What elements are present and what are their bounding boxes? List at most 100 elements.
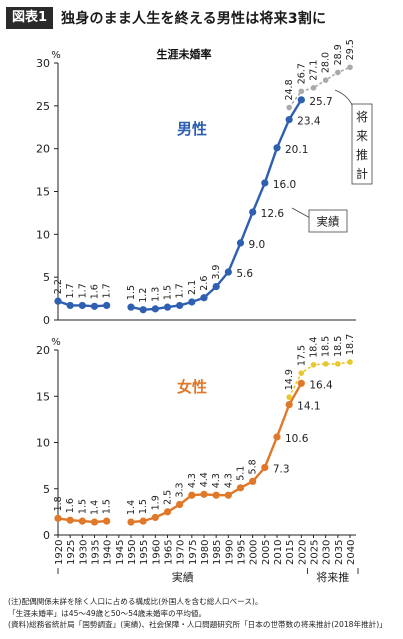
- actual-callout-box: [308, 209, 348, 233]
- female-value-label: 18.4: [309, 337, 320, 358]
- male-actual-point: [127, 303, 135, 311]
- x-tick-label: 1940: [103, 540, 114, 565]
- male-projection-point: [286, 104, 292, 111]
- male-actual-point: [261, 179, 269, 187]
- female-actual-point: [90, 518, 99, 526]
- female-y-tick-label: 15: [36, 390, 50, 403]
- male-value-label: 27.1: [309, 60, 320, 81]
- male-value-label: 2.2: [53, 279, 64, 294]
- female-value-label: 1.5: [77, 499, 88, 514]
- male-value-label: 29.5: [345, 39, 356, 60]
- female-value-label: 16.4: [309, 379, 333, 391]
- x-tick-label: 2010: [273, 540, 284, 565]
- female-actual-point: [297, 379, 305, 387]
- male-y-tick-label: 15: [36, 186, 50, 199]
- x-tick-label: 1970: [176, 540, 187, 565]
- female-projection-point: [310, 362, 317, 368]
- female-value-label: 2.5: [162, 490, 173, 505]
- figure-number-badge: 図表1: [6, 7, 54, 29]
- female-projection-point: [298, 370, 305, 376]
- female-y-unit: %: [51, 337, 61, 348]
- x-tick-label: 1955: [139, 540, 150, 565]
- female-value-label: 14.1: [297, 401, 320, 413]
- male-actual-point: [66, 301, 74, 310]
- x-tick-label: 1925: [66, 540, 77, 565]
- female-actual-point: [249, 477, 257, 485]
- female-projection-point: [347, 359, 353, 365]
- x-tick-label: 2035: [334, 540, 345, 565]
- male-projection-point: [310, 85, 317, 91]
- actual-callout-label: 実績: [317, 215, 340, 229]
- x-tick-label: 1965: [164, 540, 175, 565]
- male-actual-point: [78, 301, 86, 310]
- male-value-label: 1.7: [175, 283, 186, 298]
- female-value-label: 18.7: [345, 334, 356, 355]
- male-label-box: [164, 113, 220, 137]
- male-actual-point: [176, 301, 184, 310]
- male-value-label: 25.7: [309, 96, 332, 108]
- female-actual-point: [54, 514, 62, 522]
- male-value-label: 16.0: [273, 179, 296, 191]
- x-tick-label: 1935: [91, 540, 102, 565]
- female-actual-point: [176, 500, 184, 509]
- male-y-tick-label: 5: [43, 271, 50, 284]
- projection-callout-char: 推: [356, 148, 368, 162]
- female-value-label: 18.5: [333, 336, 344, 357]
- male-actual-point: [54, 297, 62, 305]
- female-label-box: [164, 371, 220, 395]
- female-actual-point: [285, 400, 293, 409]
- male-actual-point: [90, 302, 99, 310]
- x-tick-label: 2020: [297, 540, 308, 565]
- female-value-label: 3.3: [175, 482, 186, 497]
- projection-callout-box: [351, 103, 373, 185]
- male-value-label: 5.6: [236, 268, 253, 280]
- female-value-label: 1.9: [150, 495, 161, 510]
- x-tick-label: 1980: [200, 540, 211, 565]
- footnote-2: 「生涯未婚率」は45～49歳と50～54歳未婚率の平均値。: [8, 608, 207, 618]
- female-value-label: 5.1: [236, 466, 247, 481]
- projection-callout-char: 来: [356, 129, 368, 143]
- female-actual-point: [151, 513, 159, 522]
- male-actual-point: [273, 144, 281, 152]
- female-projection-point: [286, 394, 292, 400]
- chart-title: 生涯未婚率: [157, 47, 212, 61]
- male-value-label: 28.0: [321, 52, 332, 73]
- female-actual-point: [261, 463, 269, 472]
- x-tick-label: 2030: [322, 540, 333, 565]
- female-y-tick-label: 0: [43, 529, 50, 542]
- female-actual-point: [212, 491, 220, 499]
- female-projection-point: [322, 361, 329, 367]
- female-value-label: 14.9: [284, 369, 295, 390]
- x-tick-label: 2015: [285, 540, 296, 565]
- male-value-label: 2.6: [199, 276, 210, 291]
- male-actual-point: [139, 306, 147, 314]
- x-tick-label: 1985: [212, 540, 223, 565]
- female-value-label: 1.6: [65, 498, 76, 513]
- female-actual-point: [78, 517, 86, 525]
- male-actual-point: [224, 268, 232, 276]
- x-tick-label: 1990: [224, 540, 235, 565]
- female-actual-point: [236, 484, 245, 492]
- male-value-label: 26.7: [296, 63, 307, 84]
- male-value-label: 23.4: [297, 116, 321, 128]
- male-value-label: 9.0: [249, 239, 266, 251]
- projection-callout-char: 将: [356, 110, 368, 124]
- male-value-label: 1.5: [163, 285, 174, 300]
- female-actual-point: [103, 517, 111, 525]
- x-tick-label: 1945: [115, 540, 126, 565]
- male-projection-point: [335, 69, 341, 76]
- figure-title: 独身のまま人生を終える男性は将来3割に: [61, 11, 327, 27]
- female-y-tick-label: 20: [36, 344, 50, 357]
- male-actual-point: [249, 208, 257, 216]
- female-value-label: 1.5: [138, 499, 149, 514]
- male-value-label: 1.2: [138, 288, 149, 303]
- female-actual-point: [224, 491, 232, 499]
- female-value-label: 1.8: [53, 496, 64, 511]
- male-actual-point: [151, 305, 159, 313]
- female-value-label: 4.3: [211, 473, 222, 488]
- male-actual-point: [200, 294, 208, 302]
- x-range-label-actual: 実績: [172, 570, 194, 584]
- x-tick-label: 2000: [249, 540, 260, 565]
- x-tick-label: 1920: [54, 540, 65, 565]
- female-y-tick-label: 5: [43, 483, 50, 496]
